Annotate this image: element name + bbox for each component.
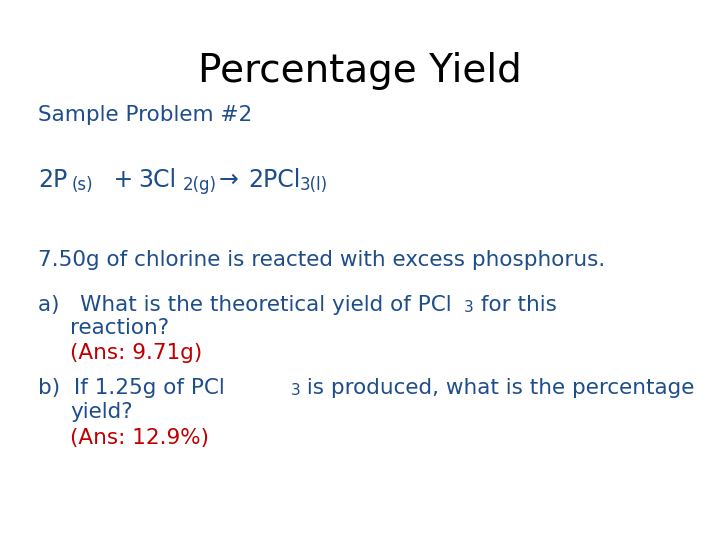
Text: (Ans: 9.71g): (Ans: 9.71g) xyxy=(70,343,202,363)
Text: (Ans: 12.9%): (Ans: 12.9%) xyxy=(70,428,209,448)
Text: 2(g): 2(g) xyxy=(183,176,217,194)
Text: Sample Problem #2: Sample Problem #2 xyxy=(38,105,252,125)
Text: for this: for this xyxy=(474,295,557,315)
Text: Percentage Yield: Percentage Yield xyxy=(198,52,522,90)
Text: a)   What is the theoretical yield of PCl: a) What is the theoretical yield of PCl xyxy=(38,295,451,315)
Text: 3: 3 xyxy=(291,383,301,398)
Text: is produced, what is the percentage: is produced, what is the percentage xyxy=(300,378,694,398)
Text: 3: 3 xyxy=(464,300,474,315)
Text: yield?: yield? xyxy=(70,402,132,422)
Text: 3(l): 3(l) xyxy=(300,176,328,194)
Text: +: + xyxy=(106,168,140,192)
Text: (s): (s) xyxy=(72,176,94,194)
Text: 2P: 2P xyxy=(38,168,67,192)
Text: →: → xyxy=(219,168,239,192)
Text: 7.50g of chlorine is reacted with excess phosphorus.: 7.50g of chlorine is reacted with excess… xyxy=(38,250,606,270)
Text: b)  If 1.25g of PCl: b) If 1.25g of PCl xyxy=(38,378,225,398)
Text: 2PCl: 2PCl xyxy=(248,168,300,192)
Text: reaction?: reaction? xyxy=(70,318,169,338)
Text: 3Cl: 3Cl xyxy=(138,168,176,192)
